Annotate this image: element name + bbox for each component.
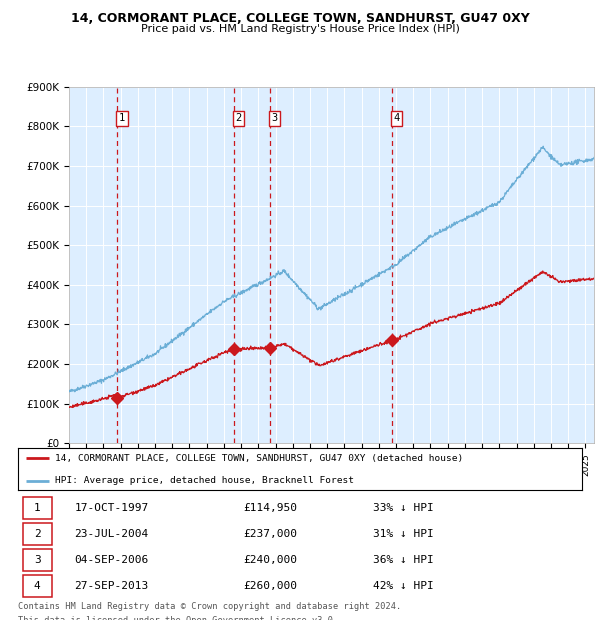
FancyBboxPatch shape (23, 523, 52, 545)
Text: 3: 3 (272, 113, 278, 123)
Text: 4: 4 (34, 581, 41, 591)
Text: 1: 1 (34, 503, 41, 513)
Text: 36% ↓ HPI: 36% ↓ HPI (373, 555, 434, 565)
FancyBboxPatch shape (23, 549, 52, 571)
Text: 2: 2 (235, 113, 242, 123)
Text: 14, CORMORANT PLACE, COLLEGE TOWN, SANDHURST, GU47 0XY (detached house): 14, CORMORANT PLACE, COLLEGE TOWN, SANDH… (55, 454, 463, 463)
Text: 3: 3 (34, 555, 41, 565)
Text: 27-SEP-2013: 27-SEP-2013 (74, 581, 149, 591)
Text: This data is licensed under the Open Government Licence v3.0.: This data is licensed under the Open Gov… (18, 616, 338, 620)
Text: Price paid vs. HM Land Registry's House Price Index (HPI): Price paid vs. HM Land Registry's House … (140, 24, 460, 33)
Text: 4: 4 (393, 113, 400, 123)
Text: 31% ↓ HPI: 31% ↓ HPI (373, 529, 434, 539)
Text: Contains HM Land Registry data © Crown copyright and database right 2024.: Contains HM Land Registry data © Crown c… (18, 602, 401, 611)
Text: 14, CORMORANT PLACE, COLLEGE TOWN, SANDHURST, GU47 0XY: 14, CORMORANT PLACE, COLLEGE TOWN, SANDH… (71, 12, 529, 25)
Text: HPI: Average price, detached house, Bracknell Forest: HPI: Average price, detached house, Brac… (55, 476, 353, 485)
Text: 23-JUL-2004: 23-JUL-2004 (74, 529, 149, 539)
Text: 42% ↓ HPI: 42% ↓ HPI (373, 581, 434, 591)
Text: £237,000: £237,000 (244, 529, 298, 539)
Text: 04-SEP-2006: 04-SEP-2006 (74, 555, 149, 565)
Text: £240,000: £240,000 (244, 555, 298, 565)
FancyBboxPatch shape (23, 575, 52, 597)
Text: 2: 2 (34, 529, 41, 539)
Text: 33% ↓ HPI: 33% ↓ HPI (373, 503, 434, 513)
Text: 17-OCT-1997: 17-OCT-1997 (74, 503, 149, 513)
Text: £114,950: £114,950 (244, 503, 298, 513)
FancyBboxPatch shape (23, 497, 52, 519)
Text: £260,000: £260,000 (244, 581, 298, 591)
Text: 1: 1 (119, 113, 125, 123)
